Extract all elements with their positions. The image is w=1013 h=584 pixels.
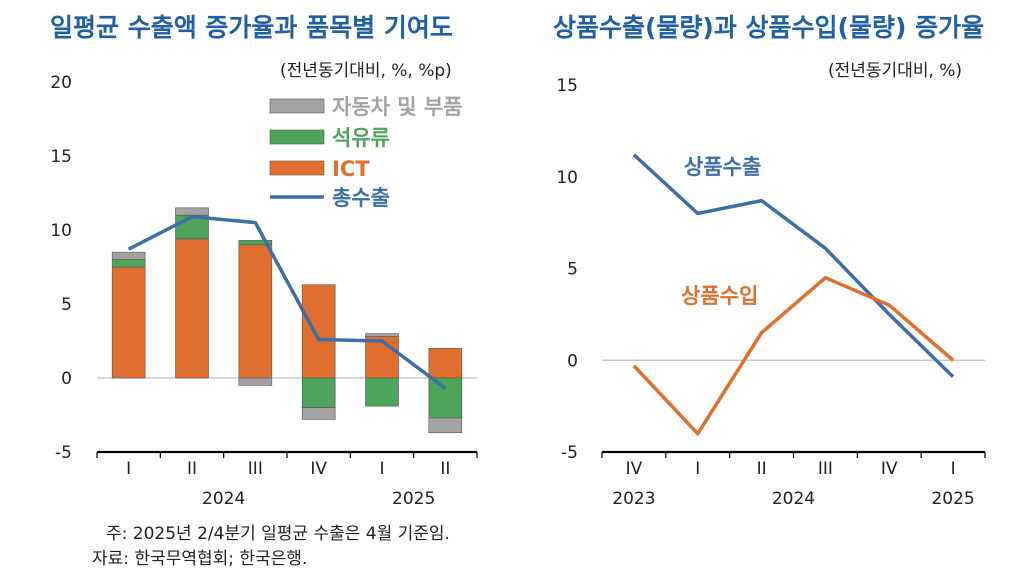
y-tick-label: 15 <box>556 76 578 96</box>
bar-ict <box>111 266 146 379</box>
y-tick-label: 5 <box>61 295 72 315</box>
bar-petro <box>238 240 273 246</box>
right-chart-title: 상품수출(물량)과 상품수입(물량) 증가율 <box>553 13 985 42</box>
year-label: 2024 <box>202 489 245 509</box>
y-tick-label: 0 <box>567 351 578 371</box>
series-label-imports: 상품수입 <box>681 284 758 308</box>
x-tick-label: I <box>379 459 384 479</box>
y-tick-label: 5 <box>567 260 578 280</box>
legend-swatch-petro <box>269 129 325 145</box>
bar-petro <box>428 377 463 419</box>
left-chart-title: 일평균 수출액 증가율과 품목별 기여도 <box>50 13 453 42</box>
year-label: 2023 <box>612 489 655 509</box>
x-tick-label: I <box>951 459 956 479</box>
series-label-exports: 상품수출 <box>684 155 761 179</box>
line-total-exports <box>127 214 447 390</box>
right-chart-unit: (전년동기대비, %) <box>828 61 963 81</box>
y-tick-label: 10 <box>556 168 578 188</box>
bar-auto <box>428 417 463 434</box>
y-tick-label: -5 <box>55 443 72 463</box>
bar-petro <box>365 377 399 407</box>
year-label: 2025 <box>931 489 974 509</box>
legend-label-petro: 석유류 <box>332 126 390 150</box>
legend-label-auto: 자동차 및 부품 <box>332 95 463 119</box>
x-tick-label: III <box>248 459 263 479</box>
bar-auto <box>365 333 399 337</box>
y-tick-label: 0 <box>61 369 72 389</box>
x-tick-label: I <box>695 459 700 479</box>
bar-auto <box>238 377 273 386</box>
year-label: 2024 <box>772 489 815 509</box>
footnotes: 주: 2025년 2/4분기 일평균 수출은 4월 기준임. 자료: 한국무역협… <box>92 522 450 572</box>
y-tick-label: 15 <box>50 147 72 167</box>
x-tick-label: II <box>757 459 767 479</box>
legend-label-ict: ICT <box>332 157 370 181</box>
note-text: 주: 2025년 2/4분기 일평균 수출은 4월 기준임. <box>106 524 450 544</box>
bar-ict <box>428 348 463 379</box>
bar-auto <box>301 407 336 420</box>
legend-swatch-ict <box>269 160 325 176</box>
y-tick-label: 10 <box>50 221 72 241</box>
bar-auto <box>111 251 146 260</box>
year-label: 2025 <box>392 489 435 509</box>
x-tick-label: I <box>126 459 131 479</box>
x-tick-label: IV <box>626 459 643 479</box>
left-chart-unit: (전년동기대비, %, %p) <box>280 61 452 81</box>
legend-label-total: 총수출 <box>332 186 390 210</box>
y-tick-label: -5 <box>561 443 578 463</box>
x-tick-label: IV <box>310 459 327 479</box>
bar-ict <box>301 284 336 379</box>
bar-ict <box>175 238 209 379</box>
source-text: 자료: 한국무역협회; 한국은행. <box>92 549 308 569</box>
x-tick-label: III <box>818 459 833 479</box>
x-tick-label: IV <box>881 459 898 479</box>
x-tick-label: II <box>187 459 197 479</box>
line-exports <box>632 153 955 379</box>
legend-swatch-auto <box>269 98 325 114</box>
line-imports <box>632 275 955 436</box>
bar-ict <box>238 244 273 379</box>
y-tick-label: 20 <box>50 73 72 93</box>
x-tick-label: II <box>440 459 450 479</box>
